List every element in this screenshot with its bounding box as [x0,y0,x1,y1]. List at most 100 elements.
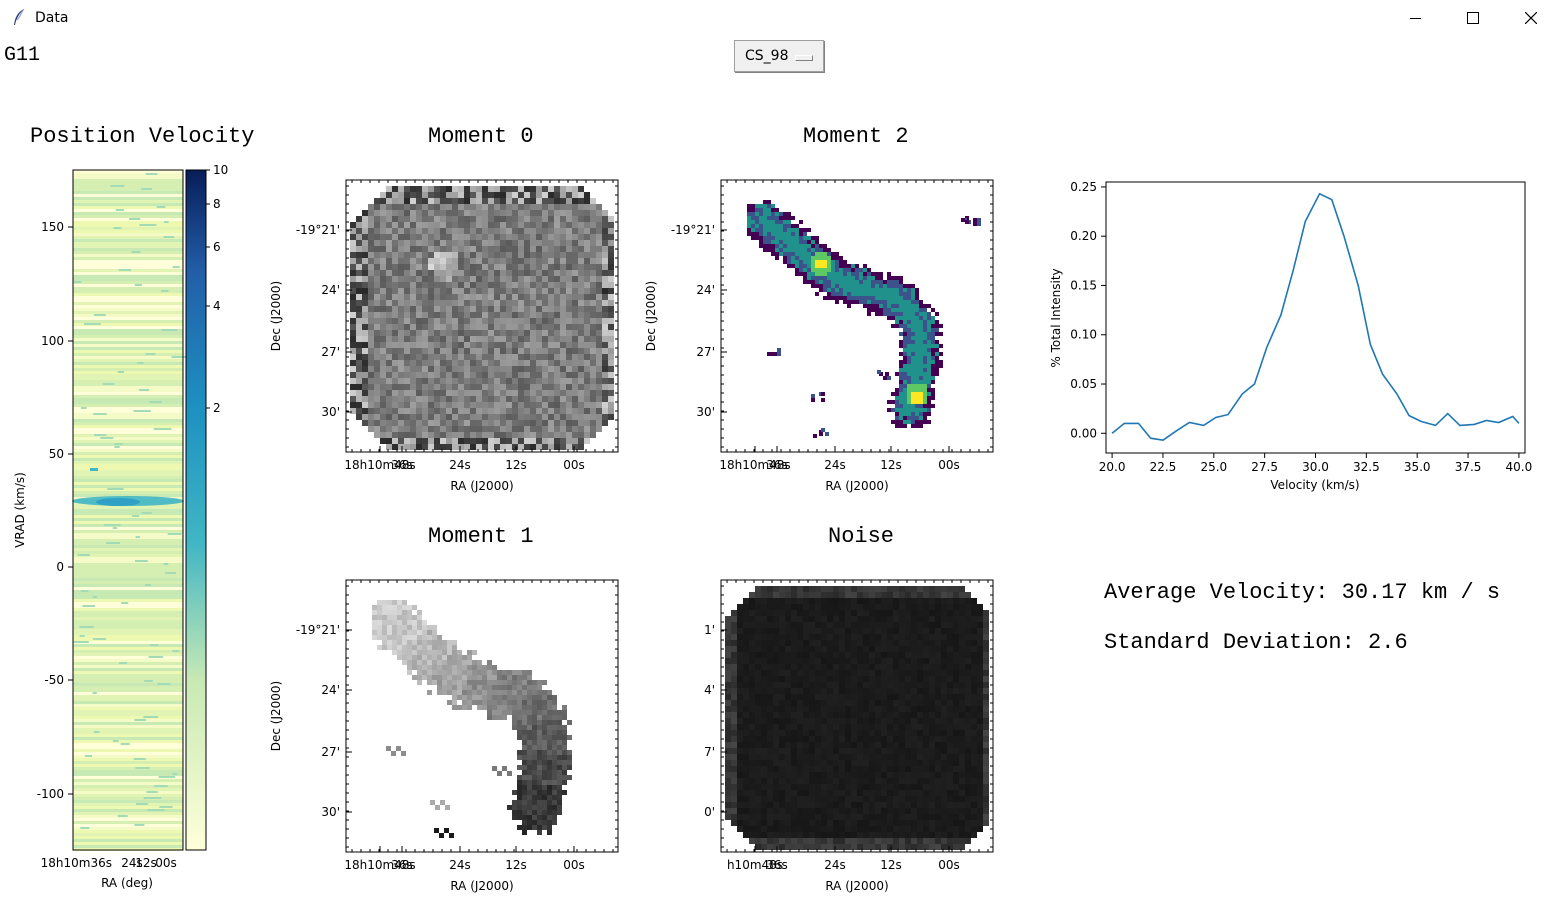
map-xlabel: RA (J2000) [825,479,888,493]
spectrum-ytick-label: 0.10 [1070,328,1097,342]
map-ylabel: Dec (J2000) [269,681,283,751]
ra-tick-label: 12s [505,458,527,472]
ra-tick-label: 36s [391,858,413,872]
pv-xtick-main: 18h10m36s [41,856,112,870]
window-titlebar: Data [0,0,1566,36]
map-ylabel: Dec (J2000) [269,281,283,351]
minimize-button[interactable] [1386,4,1444,32]
ra-tick-label: 36s [391,458,413,472]
colorbar-tick-label: 8 [213,197,221,211]
noise-title: Noise [828,524,895,549]
molecule-dropdown[interactable]: CS_98 [734,40,824,72]
spectrum-xtick-label: 22.5 [1150,460,1177,474]
ra-tick-label: 18h10m48s [344,458,415,472]
average-velocity: Average Velocity: 30.17 km / s [1104,580,1501,605]
dropdown-value: CS_98 [745,48,789,64]
feather-icon [14,8,25,25]
minimize-icon [1409,17,1421,19]
map-ylabel: Dec (J2000) [644,281,658,351]
spectrum-xtick-label: 40.0 [1506,460,1533,474]
pv-image [72,170,190,851]
ra-tick-label: 24s [824,458,846,472]
spectrum-xtick-label: 20.0 [1099,460,1126,474]
pv-ytick-label: -50 [44,673,64,687]
window-title: Data [35,10,69,26]
ra-tick-label: 24s [449,858,471,872]
pv-ytick-label: 100 [41,334,64,348]
ra-tick-label: 00s [938,458,960,472]
pv-plot: 150 100 50 0 -50 -100 VRAD (km/s) 18h10m36s 2… [13,163,228,890]
source-label: G11 [4,44,41,67]
dec-tick-label: -19°21' [671,223,715,237]
pv-ytick-label: 50 [49,447,64,461]
dec-tick-label: 0' [704,805,715,819]
spectrum-xtick-label: 37.5 [1455,460,1482,474]
map-xlabel: RA (J2000) [825,879,888,893]
colorbar-tick-label: 2 [213,401,221,415]
pv-ylabel: VRAD (km/s) [13,472,27,548]
colorbar-tick-label: 10 [213,163,228,177]
ra-tick-label: 24s [824,858,846,872]
dropdown-indicator-icon [795,55,813,61]
pv-xtick-sub-3: 00s [155,856,177,870]
spectrum-chart: 20.0 22.5 25.0 27.5 30.0 32.5 35.0 37.5 40.0 0.00… [1049,180,1533,492]
dec-tick-label: -19°21' [296,623,340,637]
mom1-image [372,600,572,838]
ra-tick-label: 00s [563,858,585,872]
ra-tick-label: 36s [766,458,788,472]
spectrum-xtick-label: 35.0 [1404,460,1431,474]
ra-tick-label: 36s [766,858,788,872]
spectrum-ytick-label: 0.25 [1070,180,1097,194]
dec-tick-label: -19°21' [296,223,340,237]
ra-tick-label: 12s [880,458,902,472]
mom2-title: Moment 2 [803,124,909,149]
dec-tick-label: 30' [321,405,340,419]
spectrum-xlabel: Velocity (km/s) [1270,478,1359,492]
spectrum-ytick-label: 0.00 [1070,426,1097,440]
dec-tick-label: 4' [704,683,715,697]
pv-colorbar [185,169,207,851]
noise-image [725,586,989,850]
spectrum-series-line [1111,192,1520,442]
dec-tick-label: 27' [321,345,340,359]
ra-tick-label: 18h10m48s [719,458,790,472]
dec-tick-label: 30' [696,405,715,419]
standard-deviation: Standard Deviation: 2.6 [1104,630,1408,655]
mom2-image [747,200,981,438]
pv-frame [72,169,184,851]
spectrum-frame [1105,181,1526,454]
spectrum-ytick-label: 0.15 [1070,278,1097,292]
spectrum-xtick-label: 25.0 [1200,460,1227,474]
dec-tick-label: 24' [321,283,340,297]
close-icon [1525,12,1537,24]
dec-tick-label: 24' [696,283,715,297]
ra-tick-label: 00s [563,458,585,472]
pv-ytick-label: -100 [37,787,64,801]
spectrum-xtick-label: 32.5 [1353,460,1380,474]
mom1-frame [345,579,619,853]
close-button[interactable] [1502,4,1560,32]
ra-tick-label: 12s [880,858,902,872]
mom0-frame [345,179,619,453]
spectrum-xtick-label: 27.5 [1251,460,1278,474]
maximize-button[interactable] [1444,4,1502,32]
colorbar-tick-label: 4 [213,299,221,313]
noise-frame [720,579,994,853]
pv-xtick-sub-1: 24s [121,856,143,870]
pv-ytick-label: 0 [56,560,64,574]
mom1-title: Moment 1 [428,524,534,549]
pv-xtick-sub-2: 12s [135,856,157,870]
dec-tick-label: 27' [321,745,340,759]
dec-tick-label: 30' [321,805,340,819]
map-xlabel: RA (J2000) [450,879,513,893]
dec-tick-label: 24' [321,683,340,697]
spectrum-ytick-label: 0.05 [1070,377,1097,391]
mom2-frame [720,179,994,453]
